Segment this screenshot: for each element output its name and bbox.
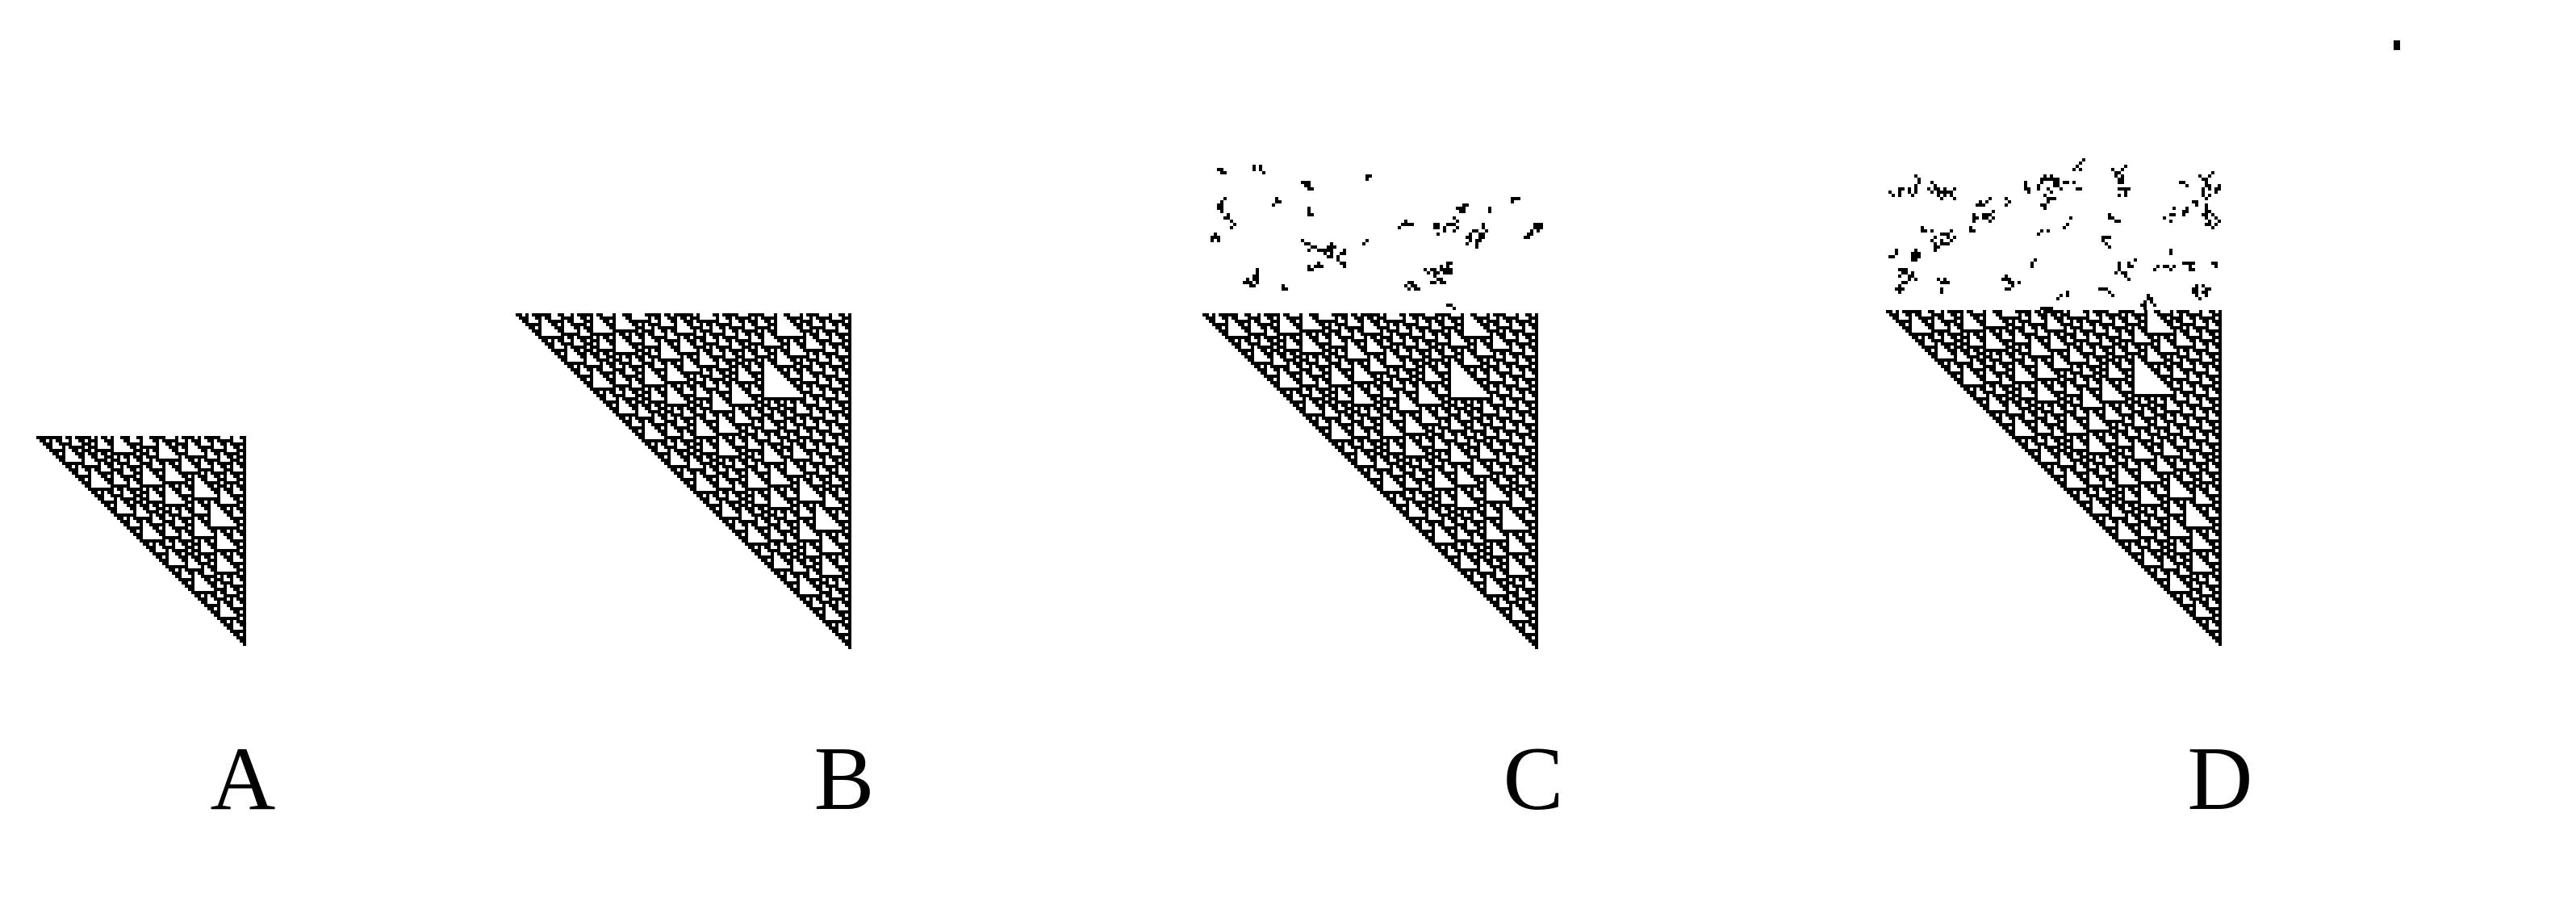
patterns bbox=[36, 158, 2222, 649]
panel-label: A bbox=[211, 729, 276, 829]
panel-label: C bbox=[1503, 729, 1564, 829]
panel-label: B bbox=[814, 729, 875, 829]
automaton-pattern bbox=[36, 436, 246, 646]
automaton-pattern bbox=[1202, 165, 1543, 649]
automaton-pattern bbox=[516, 313, 851, 649]
speck bbox=[2394, 40, 2400, 50]
automaton-pattern bbox=[1886, 158, 2222, 646]
panel-label: D bbox=[2188, 729, 2253, 829]
